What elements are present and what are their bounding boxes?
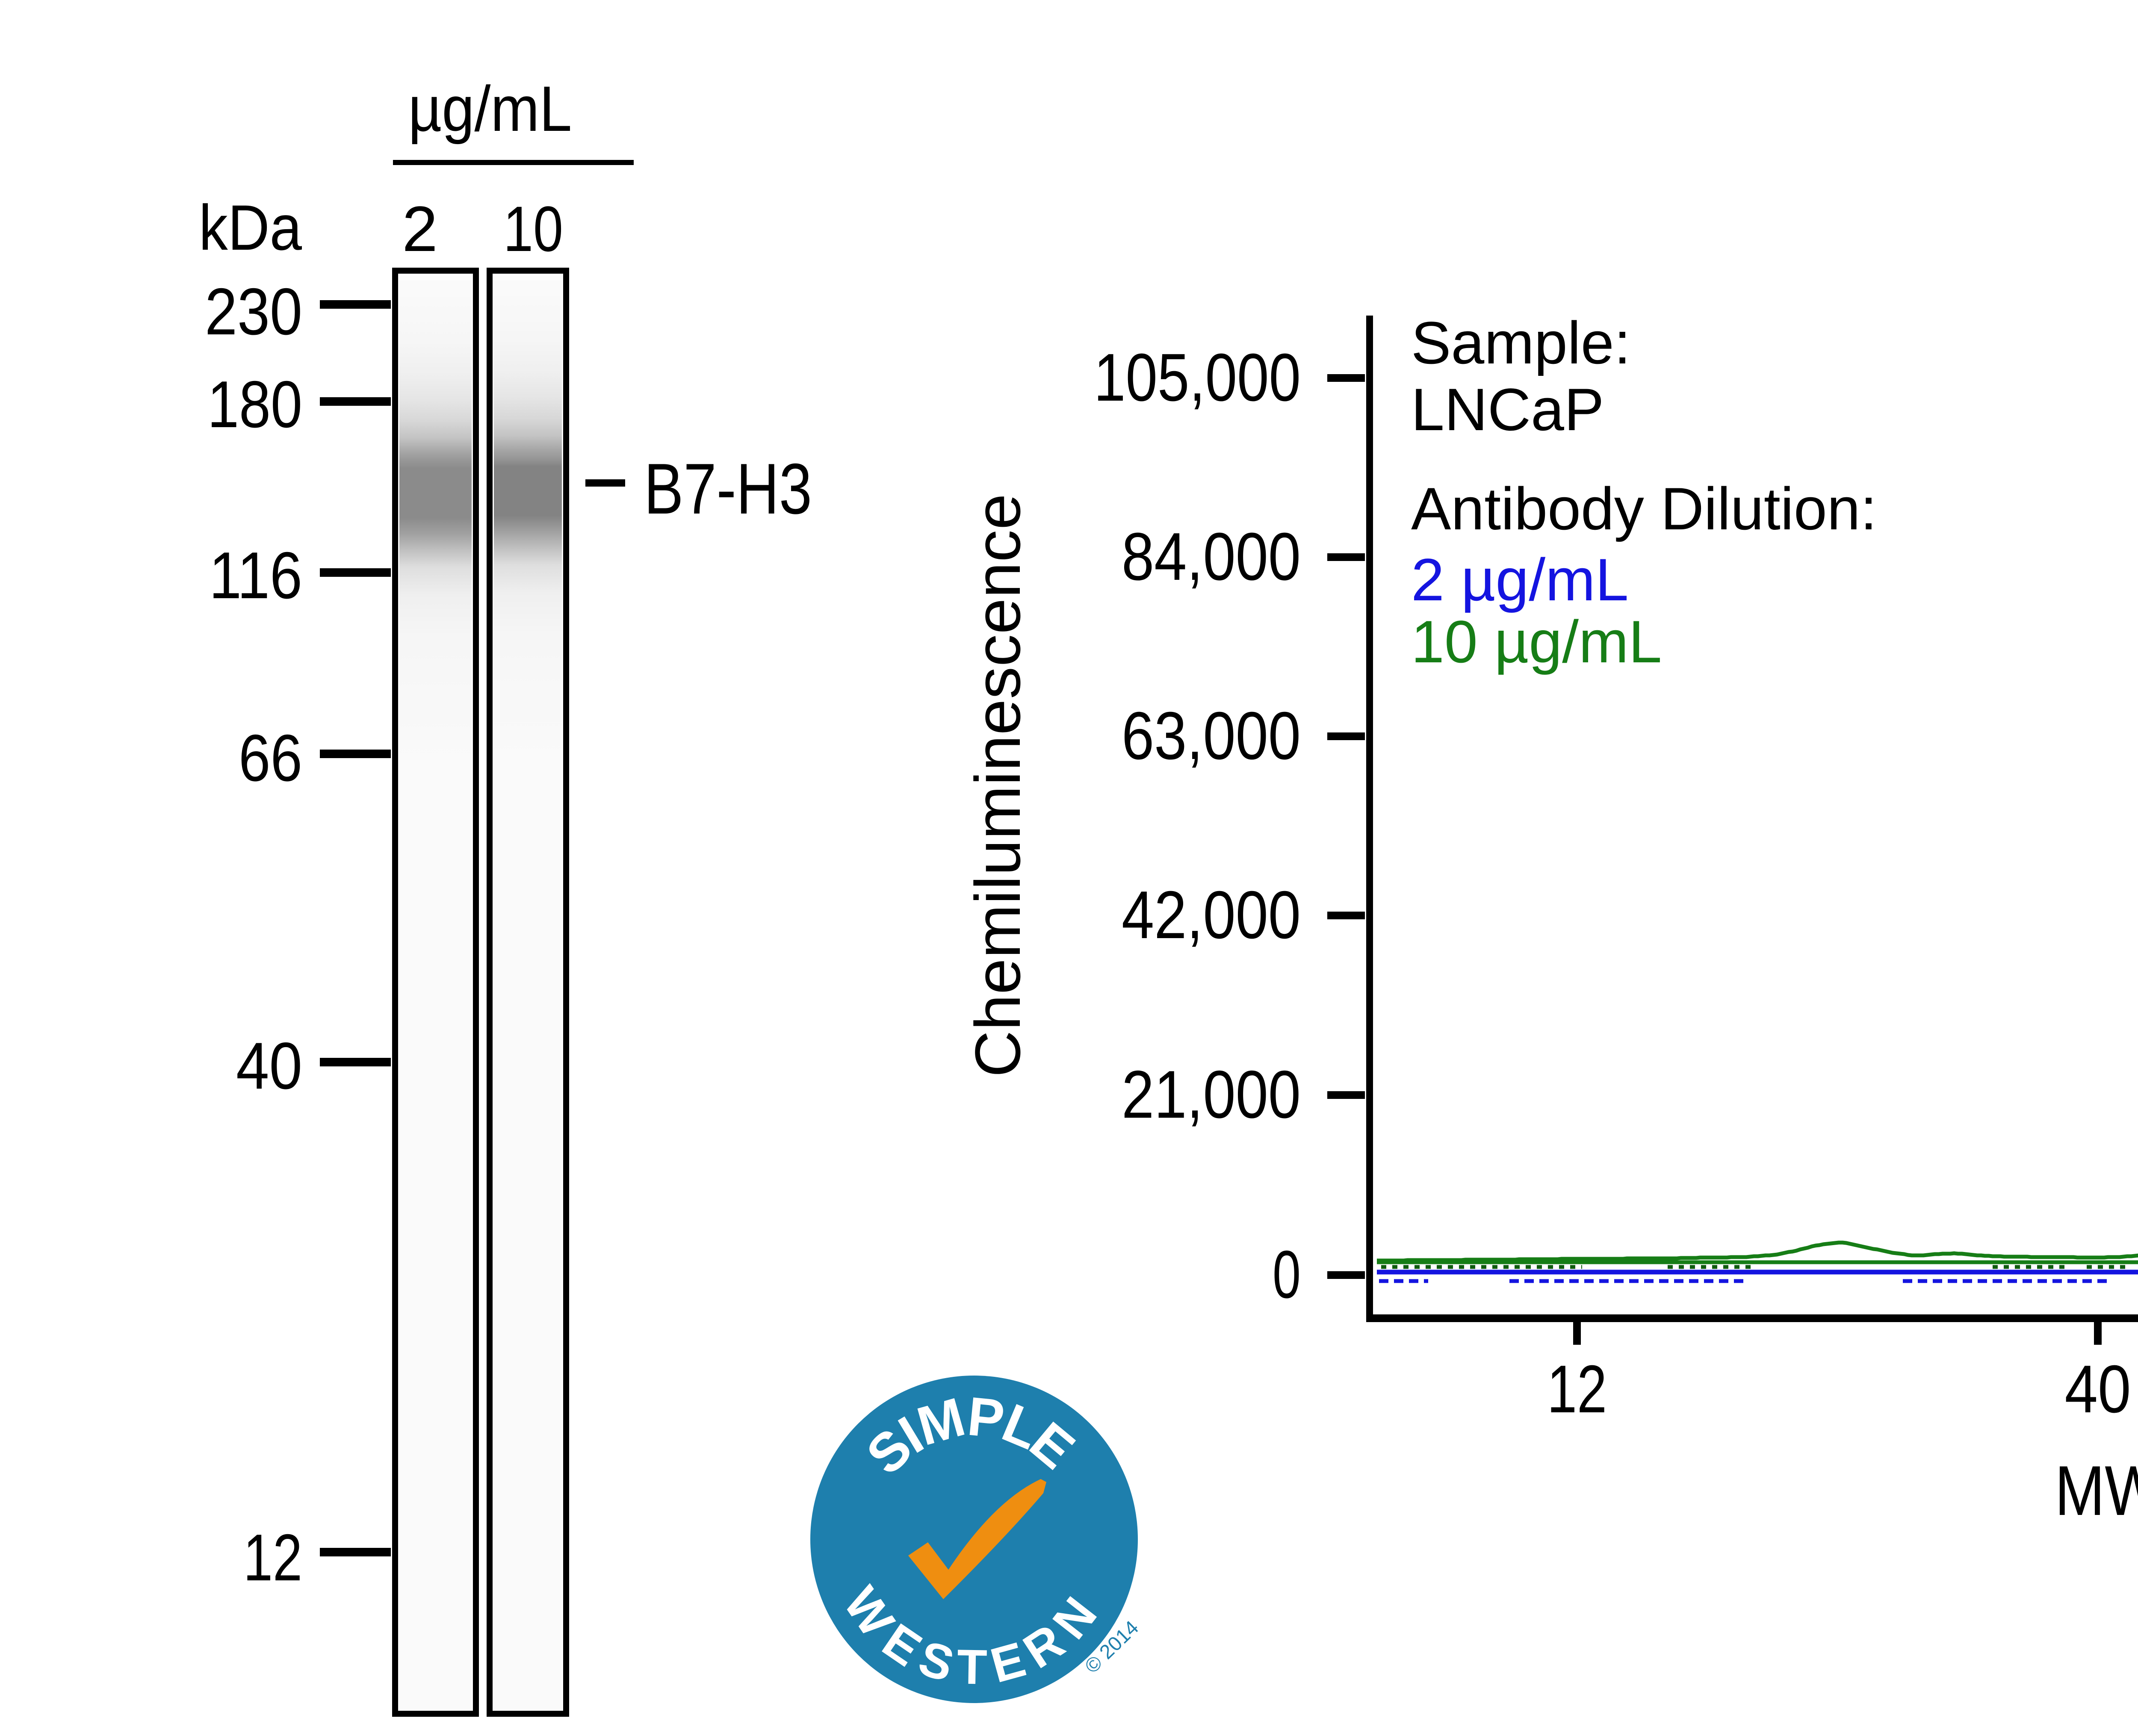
svg-text:10 µg/mL: 10 µg/mL <box>1411 608 1662 675</box>
svg-text:10: 10 <box>503 193 563 265</box>
svg-text:105,000: 105,000 <box>1094 340 1301 415</box>
svg-text:0: 0 <box>1273 1237 1301 1312</box>
svg-text:2 µg/mL: 2 µg/mL <box>1411 546 1629 613</box>
svg-text:kDa: kDa <box>199 192 302 263</box>
svg-text:2: 2 <box>402 193 437 265</box>
svg-text:LNCaP: LNCaP <box>1411 376 1604 443</box>
svg-text:µg/mL: µg/mL <box>408 73 572 145</box>
svg-text:40: 40 <box>236 1029 302 1103</box>
svg-text:12: 12 <box>1547 1352 1607 1427</box>
svg-text:63,000: 63,000 <box>1122 698 1301 774</box>
svg-text:Antibody Dilution:: Antibody Dilution: <box>1411 475 1877 542</box>
svg-text:Chemiluminescence: Chemiluminescence <box>962 494 1034 1078</box>
svg-text:66: 66 <box>239 721 302 795</box>
svg-text:P: P <box>965 1386 1007 1450</box>
svg-text:12: 12 <box>243 1520 302 1594</box>
svg-text:40: 40 <box>2065 1352 2131 1427</box>
svg-text:230: 230 <box>205 275 302 348</box>
svg-text:21,000: 21,000 <box>1122 1057 1301 1132</box>
svg-text:T: T <box>957 1639 987 1695</box>
svg-text:42,000: 42,000 <box>1122 877 1301 953</box>
svg-text:180: 180 <box>207 367 302 441</box>
svg-text:B7-H3: B7-H3 <box>644 449 812 529</box>
svg-text:Sample:: Sample: <box>1411 309 1631 376</box>
svg-text:MW (kDa): MW (kDa) <box>2055 1451 2138 1530</box>
svg-text:84,000: 84,000 <box>1122 519 1301 594</box>
svg-text:116: 116 <box>209 538 302 612</box>
